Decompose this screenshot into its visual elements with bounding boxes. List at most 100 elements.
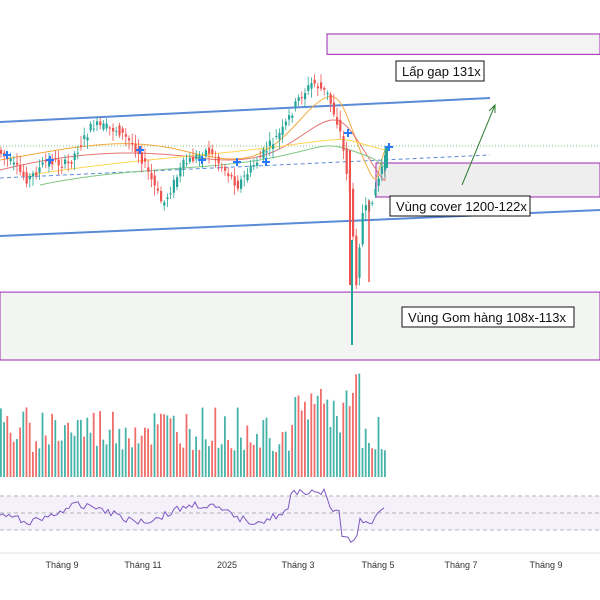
volume-bar (368, 442, 370, 477)
signal-markers (3, 129, 393, 166)
ma-fast (0, 96, 386, 180)
volume-bar (137, 443, 140, 477)
volume-bar (147, 428, 149, 477)
volume-bar (0, 408, 2, 477)
candle-body (371, 202, 374, 204)
candle-body (70, 162, 73, 164)
candle-body (320, 82, 323, 89)
volume-bar (128, 438, 130, 477)
volume-bar (76, 420, 79, 477)
volume-bar (246, 425, 249, 477)
candle-body (284, 121, 287, 126)
candle-body (160, 191, 163, 202)
volume-bar (272, 450, 274, 477)
candle-body (99, 121, 102, 126)
volume-bar (134, 427, 137, 477)
volume-bar (89, 432, 92, 477)
volume-bar (92, 412, 95, 477)
candle-body (278, 132, 281, 140)
volume-bar (96, 445, 98, 477)
zone-label: Vùng Gom hàng 108x-113x (408, 310, 567, 325)
candle-body (291, 115, 294, 118)
candle-body (12, 162, 15, 165)
candle-body (188, 158, 191, 162)
candle-body (304, 93, 307, 100)
candle-body (115, 131, 118, 133)
volume-bar (220, 444, 223, 477)
volume-bar (352, 392, 354, 477)
candle-body (211, 149, 214, 154)
volume-bar (48, 444, 50, 477)
candle-body (86, 137, 89, 141)
volume-bar (281, 432, 284, 477)
candle-body (73, 153, 76, 161)
candle-body (240, 179, 243, 189)
candle-body (204, 150, 207, 157)
candle-body (281, 126, 284, 136)
candle-body (92, 128, 95, 130)
volume-bar (278, 444, 281, 477)
volume-bar (140, 435, 143, 477)
volume-bar (179, 443, 181, 477)
candle-body (176, 177, 179, 187)
volume-bar (224, 416, 226, 477)
candle-body (326, 92, 329, 95)
candle-body (377, 178, 380, 186)
candle-body (374, 188, 377, 196)
candle-body (272, 144, 275, 150)
volume-bar (35, 441, 37, 477)
volume-bar (198, 449, 201, 477)
candle-body (236, 180, 239, 189)
volume-bar (19, 427, 21, 477)
volume-bar (176, 432, 178, 477)
candle-body (380, 166, 383, 174)
candle-body (262, 149, 265, 159)
candle-body (64, 159, 67, 165)
candle-body (140, 152, 143, 164)
candle-body (134, 143, 137, 153)
candle-body (294, 101, 297, 108)
candle-body (153, 175, 156, 186)
candle-body (25, 172, 28, 184)
volume-bar (57, 440, 60, 477)
volume-bar (348, 406, 351, 477)
signal-marker (3, 151, 11, 159)
projection-arrow (461, 103, 496, 186)
volume-bar (297, 395, 300, 477)
signal-marker (344, 129, 352, 137)
volume-bar (374, 449, 377, 477)
candle-body (128, 138, 131, 141)
zone-labels: Lấp gap 131x Vùng cover 1200-122x Vùng Gom… (389, 60, 575, 328)
volume-bar (214, 407, 217, 477)
candle-body (169, 193, 172, 195)
volume-bar (364, 428, 367, 477)
ma-long (29, 139, 387, 176)
volume-bar (236, 407, 239, 477)
signal-marker (46, 156, 54, 164)
volume-bar (51, 413, 53, 477)
candle-body (227, 173, 230, 177)
ma-slow (39, 145, 387, 186)
volume-bar (320, 388, 322, 477)
volume-bar (12, 441, 15, 477)
volume-bar (233, 450, 236, 477)
volume-bar (172, 415, 175, 477)
candle-body (76, 152, 79, 154)
candle-body (195, 154, 198, 160)
candle-body (313, 79, 316, 84)
volume-bar (288, 450, 290, 477)
candle-body (89, 123, 92, 131)
volume-bar (54, 420, 57, 477)
volume-bar (355, 374, 357, 477)
candle-body (28, 176, 31, 180)
volume-bar (22, 411, 25, 477)
candle-body (316, 86, 319, 89)
candle-body (185, 163, 188, 165)
candle-body (361, 212, 364, 245)
zone-label: Vùng cover 1200-122x (396, 199, 527, 214)
candle-body (32, 173, 35, 177)
candle-body (224, 166, 227, 171)
candle-body (332, 102, 335, 115)
volume-bar (291, 424, 293, 477)
signal-marker (385, 143, 393, 151)
